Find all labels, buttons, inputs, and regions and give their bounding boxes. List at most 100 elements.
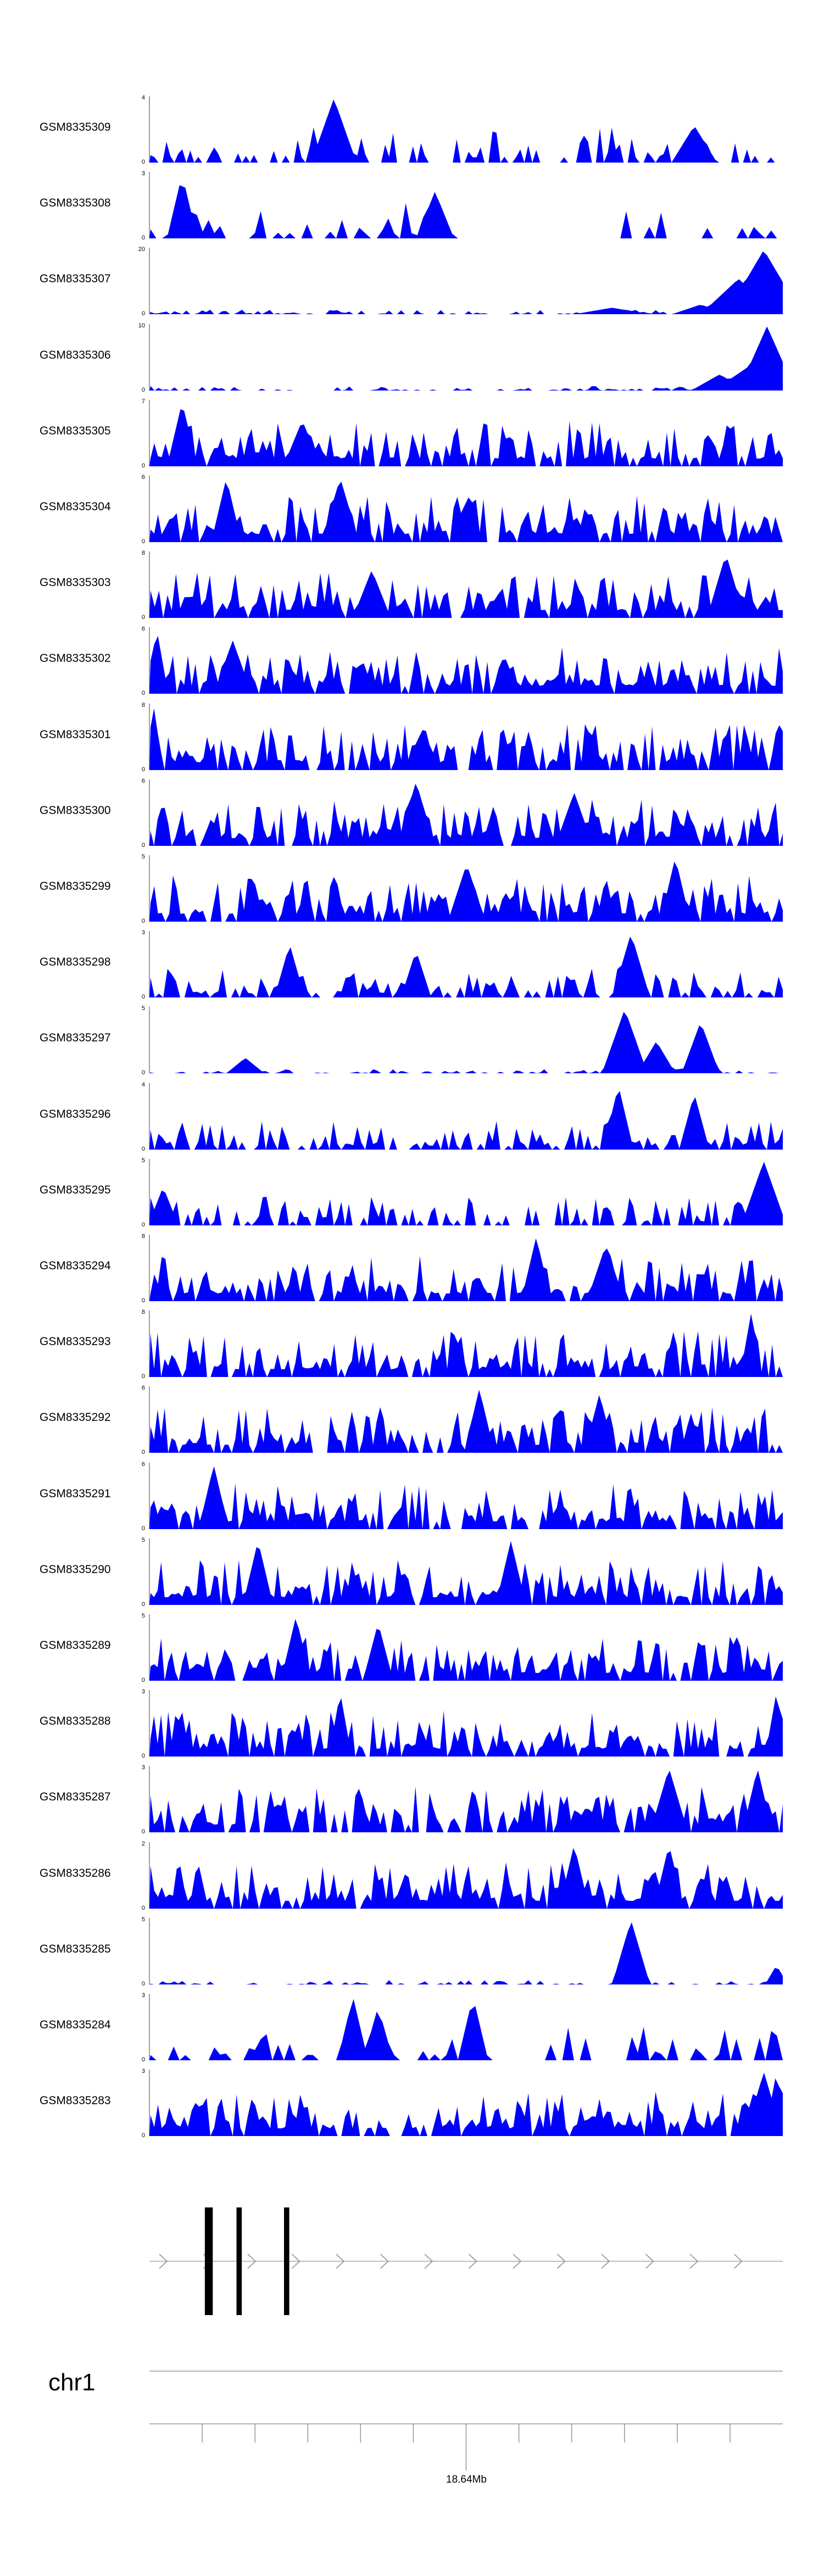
y-axis-max-label: 2 [142, 1841, 145, 1847]
coverage-area [149, 1770, 783, 1832]
strand-arrow [159, 2254, 168, 2269]
track-label: GSM8335290 [40, 1563, 111, 1576]
coverage-area [149, 936, 783, 997]
track-label: GSM8335292 [40, 1411, 111, 1424]
track-label: GSM8335294 [40, 1259, 111, 1272]
coverage-tracks: GSM833530940GSM833530830GSM8335307200GSM… [40, 94, 783, 2139]
coverage-area [149, 635, 783, 694]
track-label: GSM8335300 [40, 804, 111, 817]
y-axis-min-label: 0 [142, 235, 145, 241]
y-axis-min-label: 0 [142, 918, 145, 924]
y-axis-max-label: 20 [138, 246, 145, 253]
track-label: GSM8335287 [40, 1791, 111, 1803]
axis-position-label: 18.64Mb [446, 2474, 487, 2485]
coverage-track: GSM8335302 6 0 [40, 626, 783, 696]
coverage-track: GSM8335289 5 0 [40, 1613, 783, 1683]
track-label: GSM8335284 [40, 2019, 111, 2031]
coverage-track: GSM8335294 8 0 [40, 1233, 783, 1304]
y-axis-max-label: 3 [142, 1992, 145, 1999]
coverage-area [149, 1162, 783, 1225]
y-axis-max-label: 6 [142, 778, 145, 784]
coverage-area [149, 861, 783, 922]
coverage-area [149, 1390, 783, 1453]
y-axis-max-label: 6 [142, 626, 145, 632]
y-axis-max-label: 4 [142, 94, 145, 101]
coverage-track: GSM8335283 3 0 [40, 2068, 783, 2139]
y-axis-min-label: 0 [142, 462, 145, 469]
track-label: GSM8335302 [40, 652, 111, 665]
chromosome-ideogram-track: chr1 [48, 2369, 783, 2424]
strand-arrow [689, 2254, 699, 2269]
track-label: GSM8335309 [40, 121, 111, 133]
coverage-track: GSM8335304 6 0 [40, 474, 783, 545]
coverage-track: GSM8335299 5 0 [40, 854, 783, 924]
y-axis-min-label: 0 [142, 1601, 145, 1608]
track-label: GSM8335305 [40, 425, 111, 437]
y-axis-max-label: 8 [142, 550, 145, 556]
y-axis-min-label: 0 [142, 994, 145, 1000]
y-axis-min-label: 0 [142, 1449, 145, 1456]
strand-arrow [468, 2254, 477, 2269]
coverage-area [149, 185, 783, 238]
strand-arrow [601, 2254, 610, 2269]
y-axis-max-label: 4 [142, 1081, 145, 1088]
coverage-track: GSM8335295 5 0 [40, 1157, 783, 1228]
track-label: GSM8335293 [40, 1335, 111, 1348]
chromosome-label: chr1 [48, 2369, 96, 2396]
coverage-area [149, 481, 783, 542]
track-label: GSM8335289 [40, 1639, 111, 1652]
strand-arrow [336, 2254, 345, 2269]
strand-arrow [513, 2254, 522, 2269]
y-axis-max-label: 8 [142, 702, 145, 709]
y-axis-max-label: 8 [142, 1233, 145, 1240]
y-axis-max-label: 3 [142, 2068, 145, 2075]
y-axis-max-label: 6 [142, 474, 145, 481]
coverage-track: GSM8335305 7 0 [40, 398, 783, 469]
track-label: GSM8335299 [40, 880, 111, 893]
y-axis-min-label: 0 [142, 1981, 145, 1987]
coverage-track: GSM8335287 3 0 [40, 1764, 783, 1835]
y-axis-max-label: 5 [142, 1916, 145, 1923]
y-axis-max-label: 3 [142, 1688, 145, 1695]
y-axis-min-label: 0 [142, 1905, 145, 1911]
y-axis-max-label: 3 [142, 1764, 145, 1771]
coverage-track: GSM8335284 3 0 [40, 1992, 783, 2063]
track-label: GSM8335306 [40, 349, 111, 361]
coverage-track: GSM8335296 4 0 [40, 1081, 783, 1152]
y-axis-min-label: 0 [142, 614, 145, 621]
track-label: GSM8335288 [40, 1715, 111, 1727]
y-axis-max-label: 3 [142, 929, 145, 936]
coverage-area [149, 1466, 783, 1529]
genome-axis: 18.64Mb [202, 2424, 731, 2485]
coverage-area [149, 99, 783, 163]
track-label: GSM8335298 [40, 956, 111, 968]
y-axis-min-label: 0 [142, 2132, 145, 2139]
coverage-track: GSM8335306 10 0 [40, 322, 783, 393]
coverage-area [149, 326, 783, 391]
y-axis-max-label: 8 [142, 1309, 145, 1315]
track-label: GSM8335304 [40, 500, 111, 513]
y-axis-min-label: 0 [142, 1222, 145, 1228]
coverage-track: GSM8335303 8 0 [40, 550, 783, 621]
coverage-track: GSM8335291 6 0 [40, 1461, 783, 1532]
strand-arrow [556, 2254, 566, 2269]
coverage-area [149, 409, 783, 466]
y-axis-max-label: 3 [142, 170, 145, 177]
y-axis-min-label: 0 [142, 1828, 145, 1835]
coverage-area [149, 1313, 783, 1377]
coverage-area [149, 1012, 783, 1073]
y-axis-min-label: 0 [142, 310, 145, 317]
coverage-track: GSM8335290 5 0 [40, 1537, 783, 1608]
coverage-area [149, 2072, 783, 2136]
coverage-track: GSM8335307 20 0 [40, 246, 783, 317]
strand-arrow [733, 2254, 743, 2269]
coverage-track: GSM8335285 5 0 [40, 1916, 783, 1987]
coverage-area [149, 1619, 783, 1681]
y-axis-min-label: 0 [142, 842, 145, 849]
coverage-area [149, 783, 783, 846]
coverage-area [149, 1541, 783, 1605]
gene-model-track [149, 2207, 783, 2315]
y-axis-min-label: 0 [142, 1525, 145, 1532]
coverage-area [149, 251, 783, 314]
y-axis-min-label: 0 [142, 1146, 145, 1152]
